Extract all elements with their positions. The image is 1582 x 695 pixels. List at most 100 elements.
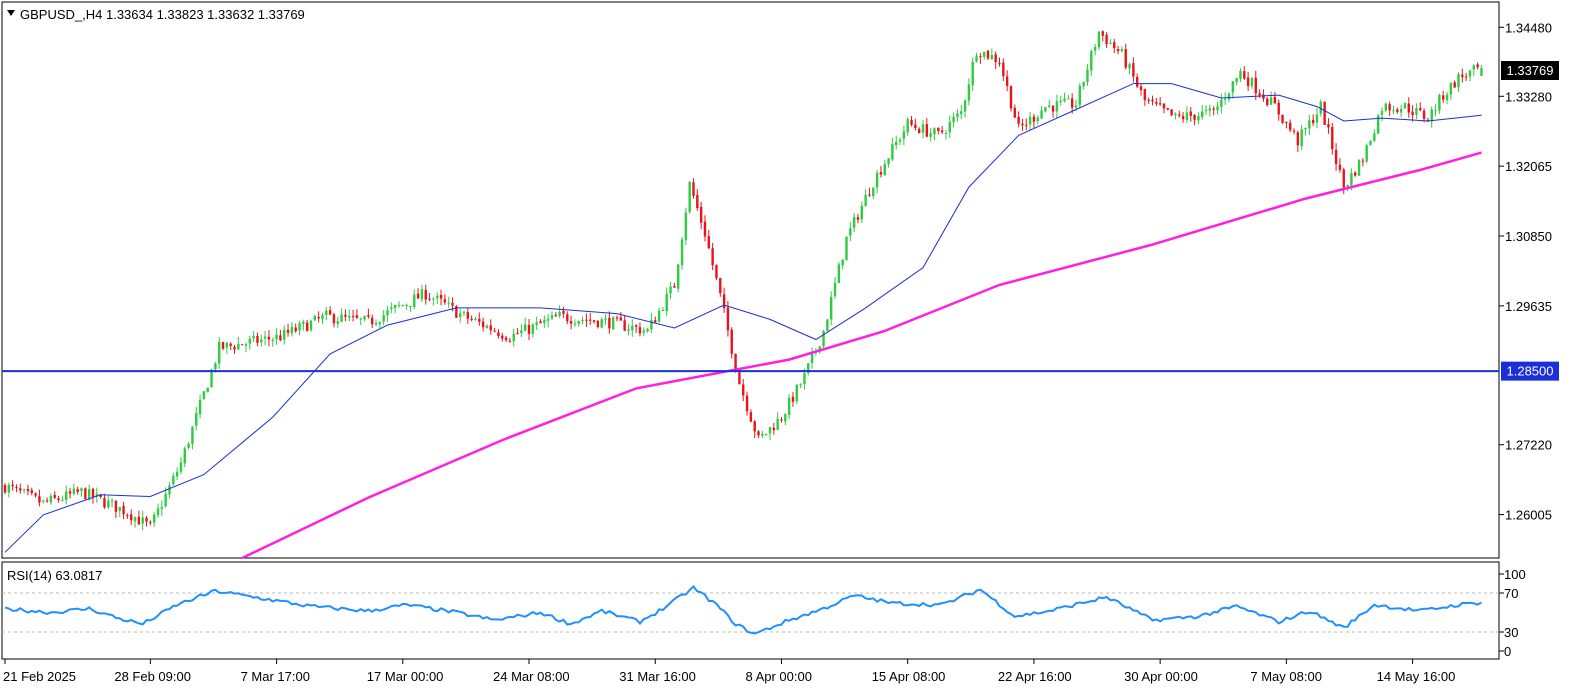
candle-body — [872, 187, 875, 197]
candle-body — [1373, 133, 1376, 141]
candle-body — [271, 339, 274, 341]
candle-body — [826, 319, 829, 331]
candle-body — [1185, 112, 1189, 120]
candle — [585, 313, 588, 327]
candle — [260, 334, 263, 347]
collapse-triangle-icon[interactable] — [7, 10, 15, 16]
candle — [1170, 109, 1173, 117]
candle-body — [929, 133, 932, 137]
candle-body — [791, 396, 795, 402]
candle-body — [202, 391, 206, 399]
candle-body — [1193, 114, 1196, 120]
candle-body — [1308, 120, 1311, 129]
candle — [1212, 106, 1215, 116]
candle — [589, 312, 592, 325]
candle — [1036, 115, 1039, 125]
rsi-label: RSI(14) 63.0817 — [7, 568, 102, 583]
candle — [1365, 143, 1368, 164]
candle — [937, 127, 940, 135]
candle-body — [1380, 110, 1384, 115]
candle-body — [1480, 68, 1483, 76]
candle-body — [397, 305, 401, 307]
candle — [1334, 143, 1338, 171]
candle-body — [650, 320, 653, 330]
candle — [883, 159, 886, 176]
candle — [1415, 103, 1418, 120]
candle — [248, 335, 251, 350]
price-axis: 1.34480 1.33280 1.32065 1.30850 1.29635 1.272… — [1499, 20, 1552, 523]
candle — [1013, 104, 1016, 118]
candle-body — [860, 205, 863, 220]
candle-body — [359, 318, 362, 320]
candle-body — [734, 353, 737, 371]
candle-body — [1181, 116, 1185, 120]
candle-body — [168, 485, 171, 495]
candle-body — [742, 384, 745, 396]
candle-body — [757, 431, 760, 436]
candle — [1208, 104, 1212, 117]
candle-body — [485, 325, 489, 328]
candle-body — [608, 317, 611, 329]
candle — [49, 493, 53, 505]
candle — [3, 483, 7, 494]
candle — [218, 337, 221, 369]
candle — [799, 383, 802, 389]
candle-body — [248, 338, 251, 344]
candle — [539, 319, 542, 324]
candle-body — [1002, 62, 1005, 77]
candle-body — [393, 305, 397, 309]
candle — [1480, 65, 1483, 77]
candle-body — [937, 127, 940, 132]
candle — [917, 127, 921, 134]
candle — [317, 311, 320, 323]
candle-body — [657, 310, 661, 322]
candle — [1296, 130, 1300, 153]
candle-body — [822, 331, 825, 347]
candle — [810, 347, 814, 369]
candle — [730, 327, 733, 359]
candle — [596, 320, 600, 329]
candle — [1101, 30, 1104, 42]
candle-body — [1178, 114, 1181, 116]
candle — [1086, 64, 1089, 86]
candle-body — [263, 336, 267, 339]
candle — [76, 486, 79, 495]
candle — [378, 321, 382, 329]
candle — [256, 332, 259, 347]
candle-body — [531, 324, 535, 334]
candle — [940, 126, 944, 135]
candle-body — [1457, 73, 1460, 88]
candle — [416, 288, 420, 299]
candle-body — [233, 346, 236, 350]
current-price-badge — [1501, 61, 1559, 80]
candle-body — [627, 329, 630, 331]
candle — [608, 311, 611, 334]
candle — [761, 430, 764, 438]
candle-body — [1281, 114, 1284, 123]
candle — [986, 50, 990, 61]
candle — [1422, 108, 1426, 123]
candle — [61, 495, 64, 502]
candle — [1120, 46, 1124, 53]
time-tick-label: 15 Apr 08:00 — [872, 669, 946, 684]
candle-body — [520, 330, 523, 334]
candle-body — [1059, 100, 1062, 102]
candle-body — [504, 337, 508, 341]
candle-body — [1139, 86, 1143, 91]
candle-body — [1304, 127, 1307, 130]
candle — [160, 500, 164, 516]
candle — [149, 520, 152, 526]
candle-body — [110, 500, 114, 502]
candle — [753, 420, 756, 439]
candle-body — [1013, 107, 1016, 118]
candle — [290, 322, 294, 337]
candle — [328, 306, 332, 316]
candle-body — [1151, 99, 1154, 102]
candle — [309, 319, 313, 332]
candle — [72, 483, 76, 496]
candle-body — [1116, 49, 1120, 52]
candle — [998, 57, 1001, 67]
candle — [1136, 73, 1139, 89]
candle-body — [195, 413, 198, 426]
